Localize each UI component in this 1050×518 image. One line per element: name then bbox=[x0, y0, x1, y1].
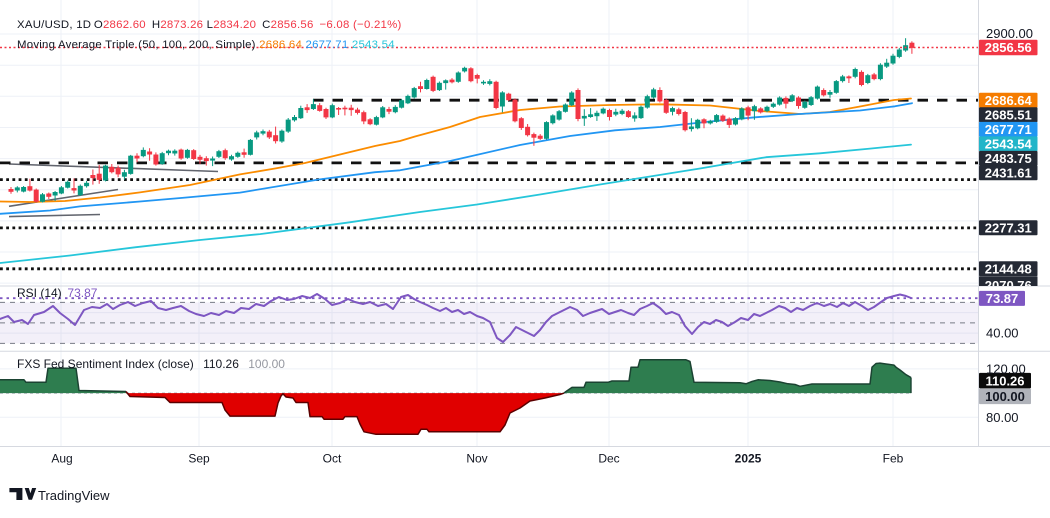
svg-text:2277.31: 2277.31 bbox=[985, 220, 1032, 235]
svg-text:Dec: Dec bbox=[598, 451, 619, 465]
svg-text:2070.76: 2070.76 bbox=[985, 278, 1032, 293]
svg-text:2856.56: 2856.56 bbox=[985, 40, 1032, 55]
svg-text:2144.48: 2144.48 bbox=[985, 261, 1032, 276]
svg-text:2025: 2025 bbox=[735, 451, 762, 465]
svg-text:80.00: 80.00 bbox=[986, 410, 1019, 425]
svg-text:120.00: 120.00 bbox=[986, 362, 1026, 377]
svg-text:TradingView: TradingView bbox=[38, 488, 110, 503]
svg-text:FXS Fed Sentiment Index (close: FXS Fed Sentiment Index (close) 110.26 1… bbox=[17, 357, 285, 371]
svg-text:RSI (14) 73.87: RSI (14) 73.87 bbox=[17, 286, 98, 300]
svg-text:2431.61: 2431.61 bbox=[985, 165, 1032, 180]
svg-text:Aug: Aug bbox=[51, 451, 72, 465]
svg-text:Feb: Feb bbox=[883, 451, 904, 465]
svg-text:2483.75: 2483.75 bbox=[985, 151, 1032, 166]
svg-text:2543.54: 2543.54 bbox=[985, 136, 1033, 151]
svg-text:Nov: Nov bbox=[466, 451, 487, 465]
svg-text:XAU/USD, 1D O2862.60 H2873.26: XAU/USD, 1D O2862.60 H2873.26 L2834.20 C… bbox=[17, 19, 402, 31]
svg-text:2685.51: 2685.51 bbox=[985, 107, 1032, 122]
svg-text:100.00: 100.00 bbox=[985, 389, 1025, 404]
svg-text:Sep: Sep bbox=[188, 451, 210, 465]
svg-text:2677.71: 2677.71 bbox=[985, 122, 1032, 137]
svg-text:2900.00: 2900.00 bbox=[986, 26, 1033, 41]
svg-text:40.00: 40.00 bbox=[986, 326, 1019, 341]
svg-text:110.26: 110.26 bbox=[985, 373, 1024, 388]
svg-text:2686.64: 2686.64 bbox=[985, 93, 1033, 108]
svg-text:Oct: Oct bbox=[323, 451, 342, 465]
svg-text:Moving Average Triple (50, 100: Moving Average Triple (50, 100, 200, Sim… bbox=[17, 39, 395, 51]
svg-text:73.87: 73.87 bbox=[986, 291, 1019, 306]
